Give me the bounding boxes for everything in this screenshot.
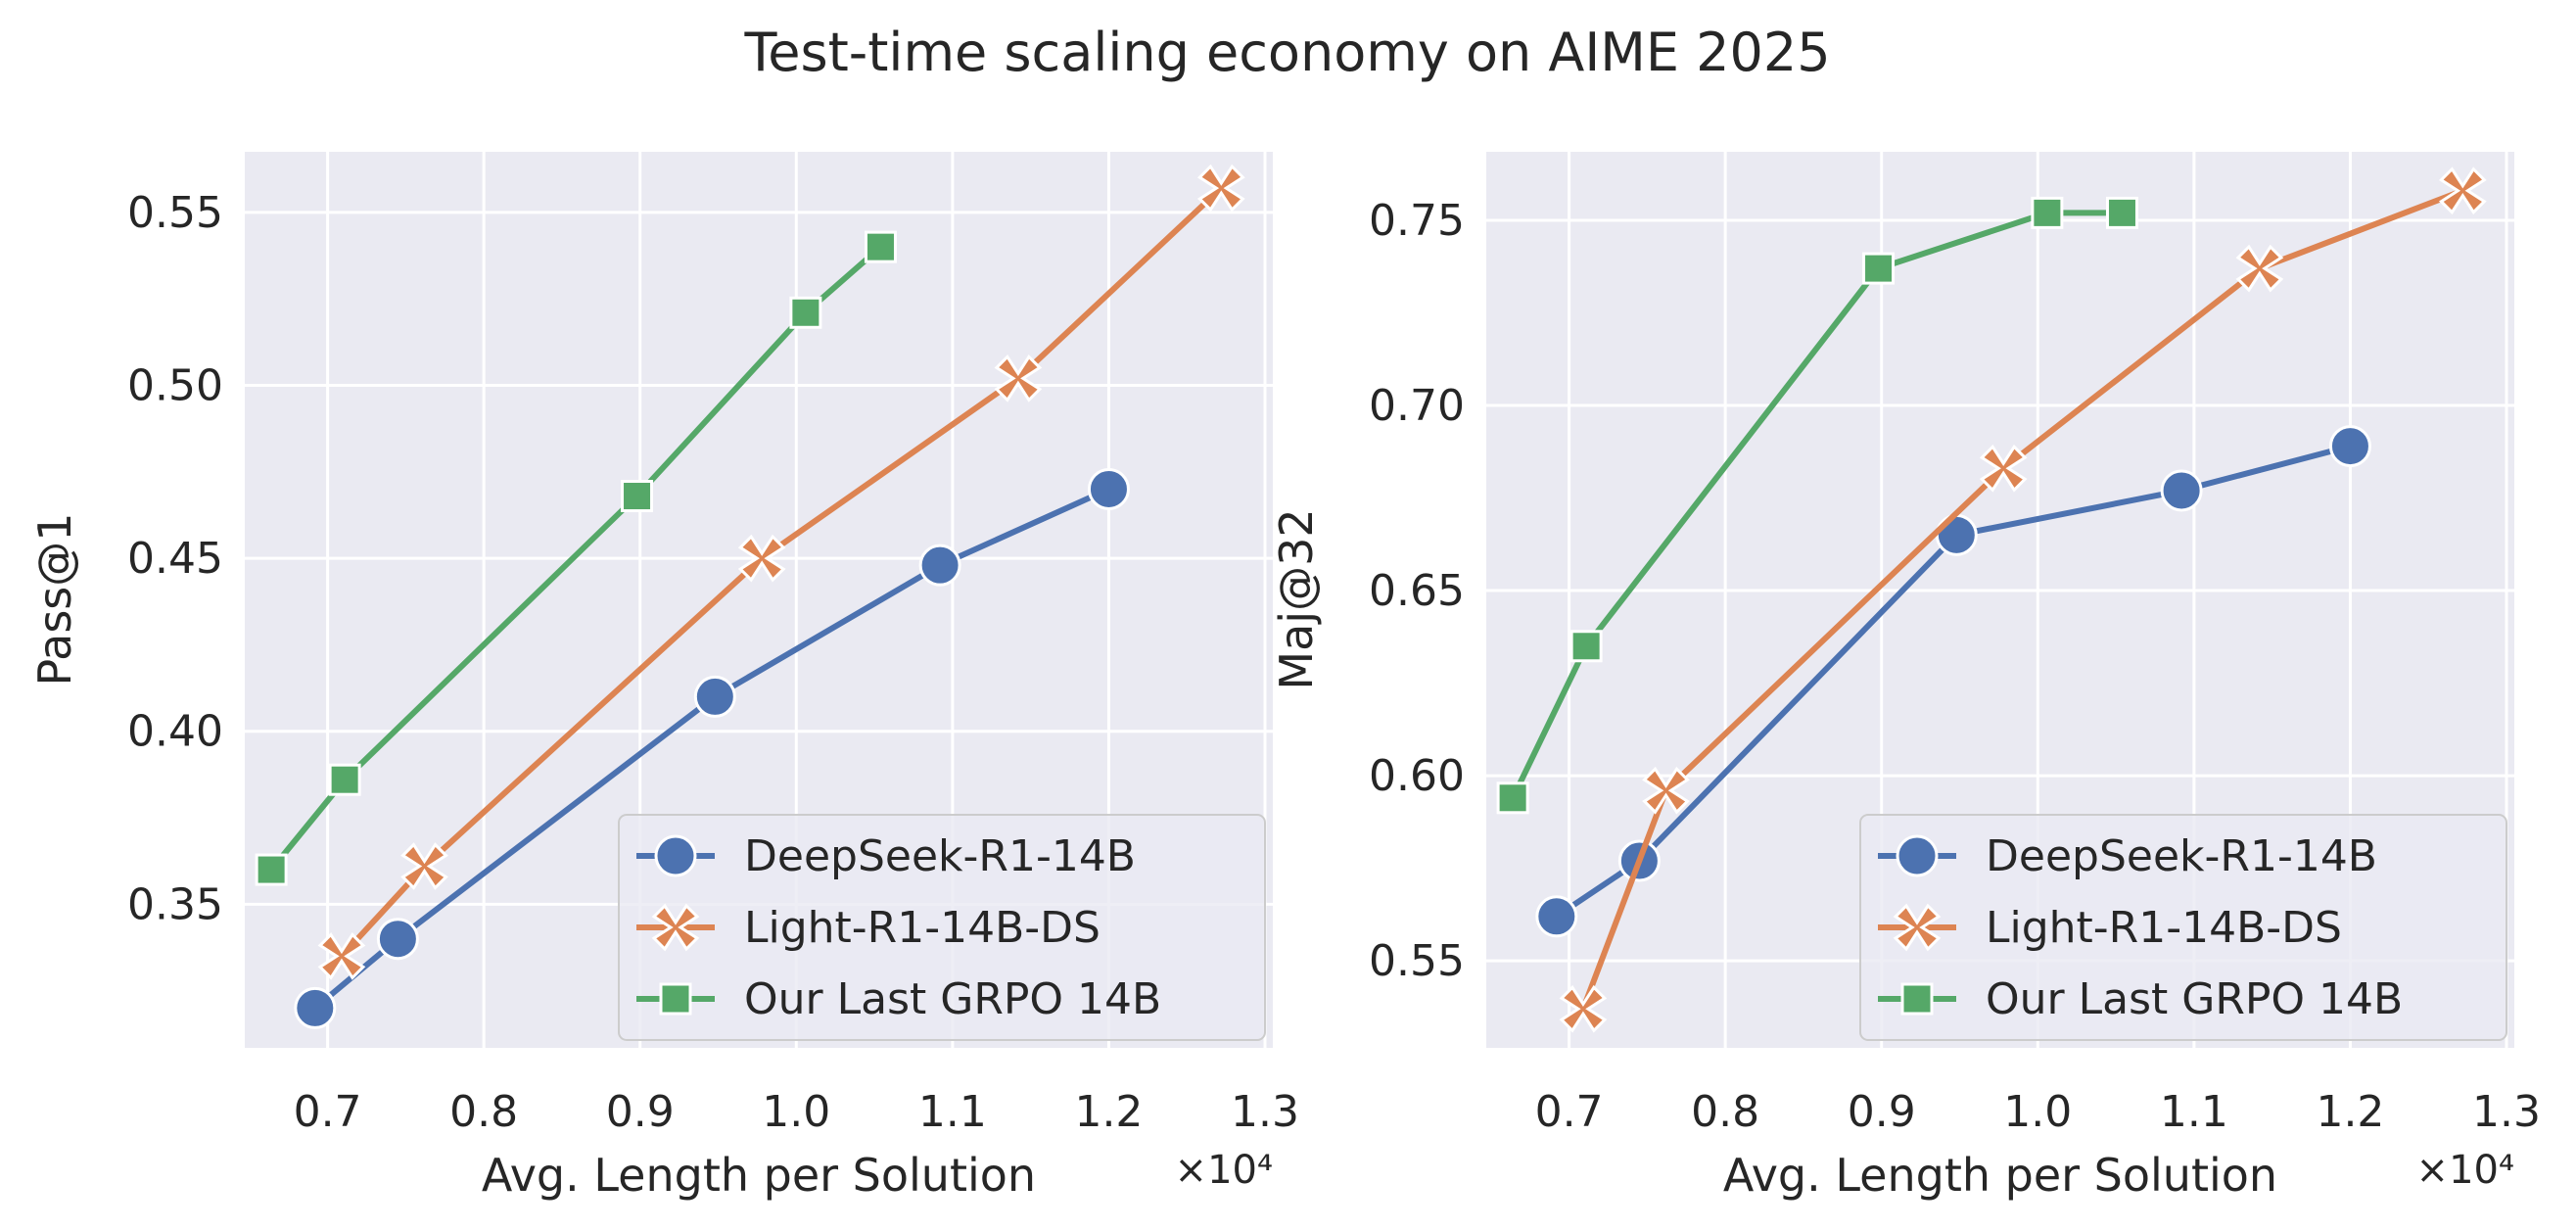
y-tick-label: 0.45 — [127, 534, 223, 584]
legend-marker — [1900, 982, 1934, 1016]
data-point — [1559, 984, 1608, 1033]
legend-entry: Our Last GRPO 14B — [744, 974, 1161, 1024]
y-tick-label: 0.60 — [1369, 751, 1465, 801]
y-tick-label: 0.50 — [127, 360, 223, 410]
x-tick-label: 1.1 — [2160, 1087, 2228, 1137]
data-point — [2328, 425, 2371, 468]
x-tick-label: 1.1 — [918, 1087, 987, 1137]
data-point — [2438, 166, 2487, 215]
legend: DeepSeek-R1-14B Light-R1-14B-DS Our Last G… — [1859, 814, 2507, 1041]
data-point — [737, 534, 786, 583]
chart-right: 0.7 0.8 0.9 1.0 1.1 1.2 1.3 0.550.600.650.700.… — [1270, 152, 2541, 1202]
y-tick-labels: 0.35 0.40 0.45 0.50 0.55 — [127, 188, 223, 930]
legend-frame — [1859, 814, 2507, 1041]
x-tick-label: 0.9 — [1848, 1087, 1916, 1137]
data-point — [1935, 513, 1978, 556]
y-tick-label: 0.55 — [1369, 936, 1465, 986]
data-point — [1862, 252, 1896, 285]
data-point — [2160, 469, 2203, 512]
x-tick-labels: 0.7 0.8 0.9 1.0 1.1 1.2 1.3 — [294, 1087, 1299, 1137]
x-axis-label: Avg. Length per Solution — [1723, 1149, 2277, 1202]
legend-entry: DeepSeek-R1-14B — [744, 831, 1136, 881]
y-tick-label: 0.40 — [127, 707, 223, 757]
data-point — [1642, 766, 1690, 815]
x-tick-label: 1.0 — [762, 1087, 830, 1137]
legend: DeepSeek-R1-14B Light-R1-14B-DS Our Last G… — [618, 814, 1266, 1041]
data-point — [2235, 244, 2284, 293]
data-point — [994, 355, 1043, 402]
legend-marker — [1896, 834, 1939, 877]
data-point — [255, 853, 288, 886]
legend-frame — [618, 814, 1266, 1041]
y-axis-label: Maj@32 — [1270, 508, 1323, 689]
x-tick-label: 1.2 — [2316, 1087, 2384, 1137]
legend-marker — [1893, 903, 1942, 952]
figure-title: Test-time scaling economy on AIME 2025 — [743, 22, 1830, 83]
x-tick-label: 0.7 — [294, 1087, 362, 1137]
x-tick-label: 1.2 — [1074, 1087, 1143, 1137]
y-tick-label: 0.75 — [1369, 196, 1465, 246]
x-axis-multiplier: ×10⁴ — [2416, 1148, 2514, 1193]
y-tick-label: 0.55 — [127, 188, 223, 238]
x-tick-labels: 0.7 0.8 0.9 1.0 1.1 1.2 1.3 — [1535, 1087, 2541, 1137]
data-point — [1087, 467, 1130, 510]
data-point — [789, 296, 822, 329]
data-point — [400, 842, 448, 890]
data-point — [2031, 196, 2064, 229]
legend-entry: Light-R1-14B-DS — [1986, 903, 2342, 953]
legend-entry: DeepSeek-R1-14B — [1986, 831, 2377, 881]
data-point — [621, 480, 654, 513]
x-tick-label: 0.8 — [1691, 1087, 1759, 1137]
x-tick-label: 0.8 — [449, 1087, 518, 1137]
x-tick-label: 1.3 — [2472, 1087, 2541, 1137]
legend-entry: Our Last GRPO 14B — [1986, 974, 2403, 1024]
data-point — [1979, 444, 2028, 493]
y-tick-label: 0.65 — [1369, 566, 1465, 616]
data-point — [328, 763, 361, 796]
data-point — [317, 932, 366, 980]
y-tick-labels: 0.55 0.60 0.65 0.70 0.75 — [1369, 196, 1465, 986]
data-point — [864, 230, 897, 263]
legend-entry: Light-R1-14B-DS — [744, 903, 1101, 953]
y-tick-label: 0.35 — [127, 879, 223, 929]
y-tick-label: 0.70 — [1369, 381, 1465, 431]
legend-marker — [654, 834, 697, 877]
data-point — [693, 675, 736, 718]
x-axis-label: Avg. Length per Solution — [482, 1149, 1036, 1202]
data-point — [1196, 164, 1245, 213]
x-tick-label: 1.0 — [2003, 1087, 2072, 1137]
series-group — [255, 164, 1245, 1029]
data-point — [376, 918, 419, 961]
data-point — [1496, 781, 1529, 815]
legend-marker — [659, 982, 692, 1016]
data-point — [294, 986, 337, 1029]
y-axis-label: Pass@1 — [28, 512, 81, 686]
x-tick-label: 0.9 — [606, 1087, 675, 1137]
legend-marker — [651, 903, 700, 952]
x-tick-label: 1.3 — [1231, 1087, 1299, 1137]
data-point — [2105, 196, 2138, 229]
x-tick-label: 0.7 — [1535, 1087, 1604, 1137]
data-point — [1569, 630, 1603, 663]
data-point — [918, 544, 961, 587]
chart-left: 0.7 0.8 0.9 1.0 1.1 1.2 1.3 0.350.400.450.500.… — [28, 152, 1299, 1202]
data-point — [1535, 895, 1578, 938]
series-group — [1496, 166, 2487, 1033]
x-axis-multiplier: ×10⁴ — [1175, 1148, 1273, 1193]
